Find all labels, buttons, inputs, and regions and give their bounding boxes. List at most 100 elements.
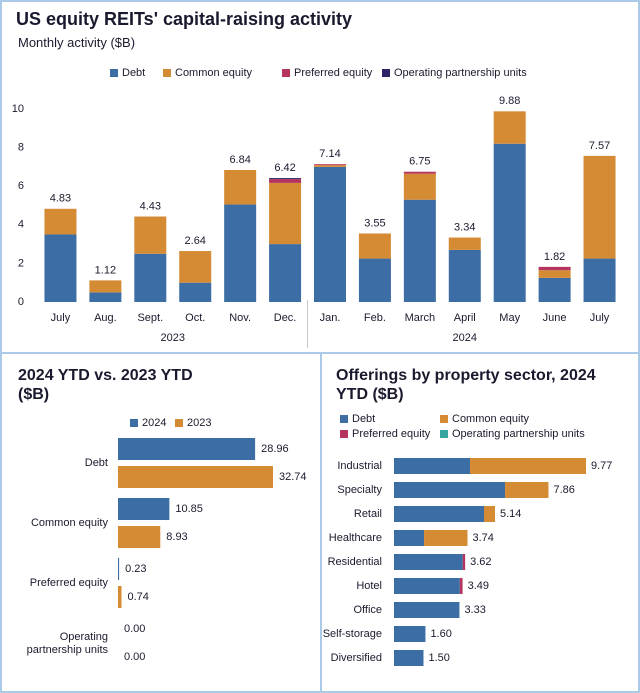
value-label: 0.74 <box>128 591 149 603</box>
y-tick-label: 6 <box>18 180 24 192</box>
legend-label: Common equity <box>452 413 530 425</box>
legend-label: Common equity <box>175 67 253 79</box>
legend-swatch <box>440 415 448 423</box>
bar-segment <box>44 234 77 302</box>
bar-segment <box>583 258 616 302</box>
total-label: 6.84 <box>229 154 250 166</box>
bar-segment <box>358 233 391 259</box>
bar-segment <box>314 164 346 166</box>
category-label: Operating partnership units <box>27 631 109 656</box>
bar-segment <box>269 179 302 183</box>
x-tick-label: Oct. <box>185 312 205 324</box>
bar-segment <box>394 506 485 522</box>
value-label: 32.74 <box>279 471 307 483</box>
total-label: 7.57 <box>589 140 610 152</box>
category-label: Specialty <box>337 484 382 496</box>
category-label: Retail <box>354 508 382 520</box>
chart-title: Offerings by property sector, 2024 YTD (… <box>336 367 596 403</box>
bar-segment <box>269 182 302 245</box>
total-label: 2.64 <box>185 235 206 247</box>
legend-swatch <box>110 69 118 77</box>
value-label: 28.96 <box>261 443 289 455</box>
total-label: 1.82 <box>544 251 565 263</box>
chart-title: US equity REITs' capital-raising activit… <box>16 9 353 29</box>
bar-segment <box>224 169 257 205</box>
bar-segment <box>484 506 496 522</box>
bar-segment <box>269 244 302 302</box>
value-label: 8.93 <box>166 531 187 543</box>
bar-segment <box>493 111 526 144</box>
legend-swatch <box>282 69 290 77</box>
category-label: Preferred equity <box>30 577 109 589</box>
bar-segment <box>448 237 481 250</box>
category-label: Self-storage <box>323 628 382 640</box>
monthly-chart: Debt Common equity Preferred equity Operati… <box>12 67 616 348</box>
y-tick-label: 10 <box>12 103 24 115</box>
total-label: 1.60 <box>430 628 451 640</box>
category-label: Debt <box>85 457 108 469</box>
total-label: 7.86 <box>553 484 574 496</box>
bar-segment <box>394 482 506 498</box>
bar <box>118 586 122 608</box>
category-label: Diversified <box>331 652 382 664</box>
legend-label: 2024 <box>142 417 166 429</box>
legend-label: 2023 <box>187 417 211 429</box>
legend-swatch <box>175 419 183 427</box>
bar-segment <box>134 253 167 302</box>
total-label: 1.50 <box>428 652 449 664</box>
bar-segment <box>583 155 616 259</box>
value-label: 0.23 <box>125 563 146 575</box>
legend-label: Preferred equity <box>294 67 373 79</box>
category-label: Common equity <box>31 517 109 529</box>
bar-segment <box>314 165 346 167</box>
x-tick-label: Dec. <box>274 312 297 324</box>
value-label: 0.00 <box>124 623 145 635</box>
legend-swatch <box>163 69 171 77</box>
ytd-chart: 2024 2023 Debt 28.96 32.74 Common equity 10.85… <box>27 417 307 663</box>
x-tick-label: Nov. <box>229 312 251 324</box>
bar <box>118 438 256 460</box>
bar-segment <box>394 554 463 570</box>
sector-chart: Debt Common equity Preferred equity Operati… <box>323 413 612 666</box>
group-label: 2023 <box>161 332 185 344</box>
legend-label: Preferred equity <box>352 428 431 440</box>
bar-segment <box>269 178 302 180</box>
legend-swatch <box>440 430 448 438</box>
x-tick-label: March <box>405 312 436 324</box>
bar-segment <box>448 249 481 302</box>
category-label: Healthcare <box>329 532 382 544</box>
bar-segment <box>403 173 436 200</box>
total-label: 3.74 <box>472 532 493 544</box>
bar-segment <box>394 458 471 474</box>
bar-segment <box>224 204 257 302</box>
bar <box>118 526 161 548</box>
bar-segment <box>493 143 526 302</box>
category-label: Residential <box>328 556 382 568</box>
bar-segment <box>403 199 436 302</box>
category-label: Hotel <box>356 580 382 592</box>
legend-label: Debt <box>122 67 145 79</box>
total-label: 7.14 <box>319 148 340 160</box>
bar-segment <box>394 650 424 666</box>
total-label: 6.42 <box>274 162 295 174</box>
bar-segment <box>505 482 549 498</box>
y-tick-label: 2 <box>18 257 24 269</box>
bar-segment <box>462 554 466 570</box>
bar-segment <box>424 530 468 546</box>
bar-segment <box>538 277 571 302</box>
total-label: 3.33 <box>464 604 485 616</box>
bar-segment <box>134 216 167 254</box>
bar-segment <box>394 530 425 546</box>
legend-swatch <box>130 419 138 427</box>
bar <box>118 498 170 520</box>
bar-segment <box>314 166 346 302</box>
legend-swatch <box>340 415 348 423</box>
bar-segment <box>394 626 426 642</box>
total-label: 3.49 <box>468 580 489 592</box>
value-label: 10.85 <box>175 503 203 515</box>
legend-label: Operating partnership units <box>452 428 585 440</box>
legend-label: Operating partnership units <box>394 67 527 79</box>
bar-segment <box>179 282 212 302</box>
total-label: 6.75 <box>409 156 430 168</box>
